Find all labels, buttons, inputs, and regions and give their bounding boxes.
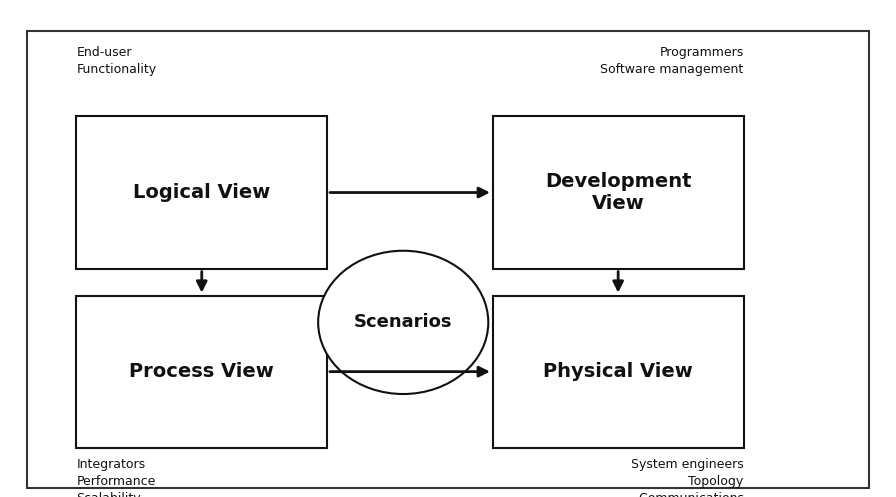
Text: Logical View: Logical View [134,183,271,202]
Bar [493,116,744,269]
Text: Development
View: Development View [545,172,692,213]
Text: Integrators
Performance
Scalability: Integrators Performance Scalability [76,459,156,497]
Bar [76,116,327,269]
Bar [76,296,327,448]
Text: Scenarios: Scenarios [354,314,452,331]
Bar [493,296,744,448]
Text: Programmers
Software management: Programmers Software management [600,46,744,76]
Ellipse shape [318,251,488,394]
Text: System engineers
    Topology
  Communications: System engineers Topology Communications [631,459,744,497]
Text: End-user
Functionality: End-user Functionality [76,46,157,76]
Text: Physical View: Physical View [543,362,693,381]
Text: Process View: Process View [129,362,274,381]
